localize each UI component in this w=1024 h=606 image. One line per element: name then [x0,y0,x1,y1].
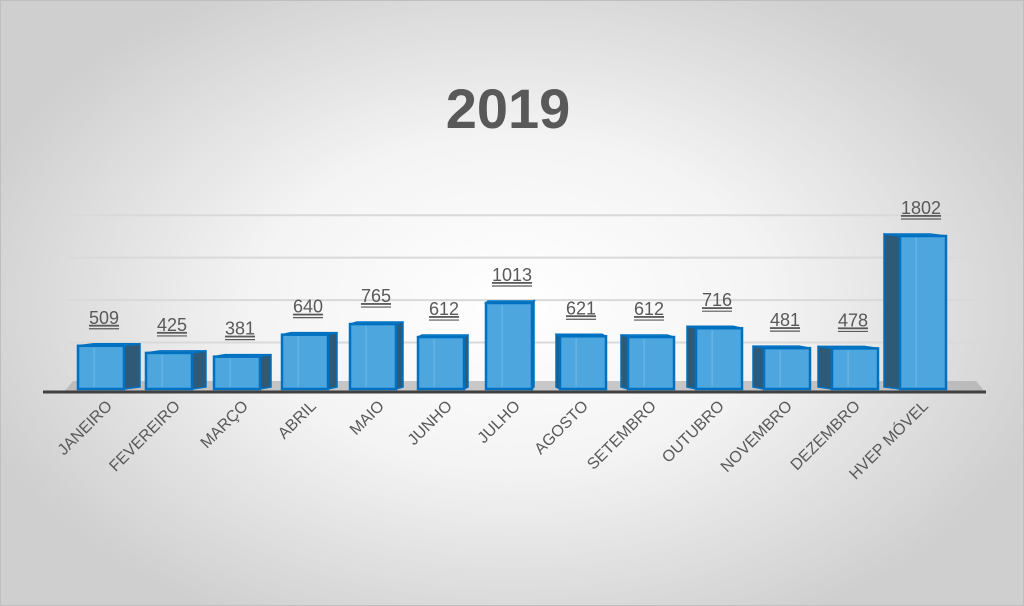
bar-front [348,322,398,391]
bar-side [686,325,697,390]
bar-front [280,333,330,391]
x-tick-label: JULHO [475,398,524,447]
bar-front [212,355,262,391]
bar-front [830,347,880,391]
data-labels: 509 425 381 640 765 612 1013 621 612 716 481 478 180… [88,198,942,341]
data-label: 381 [225,319,255,339]
bar-6 [484,299,536,391]
x-tick-label: NOVEMBRO [718,398,796,476]
data-label: 1802 [901,198,941,218]
x-tick-label: OUTUBRO [659,398,728,467]
bar-11 [817,345,880,391]
bar-0 [76,342,141,391]
bars [76,233,948,391]
bar-4 [348,321,404,391]
bar-9 [686,325,744,391]
bar-2 [212,353,272,391]
bar-side [123,342,141,390]
bar-7 [555,333,608,391]
bar-front [626,335,676,391]
bar-front [416,335,466,391]
x-tick-label: JANEIRO [55,398,116,459]
x-tick-label: FEVEREIRO [106,398,183,475]
data-label: 509 [89,308,119,328]
bar-3 [280,331,338,391]
x-tick-label: MAIO [347,398,388,439]
data-label: 612 [429,299,459,319]
data-label: 481 [770,310,800,330]
x-tick-label: MARÇO [198,398,252,452]
bar-front [558,335,608,391]
bar-side [259,353,272,390]
data-label: 765 [361,286,391,306]
x-tick-label: SETEMBRO [584,398,660,474]
bar-side [327,331,338,390]
bar-8 [620,334,676,391]
x-tick-label: DEZEMBRO [788,398,864,474]
bar-front [694,326,744,391]
chart-title: 2019 [446,77,571,140]
data-label: 478 [838,310,868,330]
bar-12 [883,233,948,391]
bar-side [191,350,207,390]
bar-1 [144,350,207,391]
x-tick-label: ABRIL [275,398,320,443]
bar-side [817,345,833,390]
data-label: 1013 [492,265,532,285]
data-label: 716 [702,290,732,310]
bar-5 [416,333,469,391]
bar-front [484,301,534,391]
data-label: 640 [293,297,323,317]
data-label: 612 [634,299,664,319]
bar-front [898,234,948,391]
bar-side [883,233,901,390]
bar-10 [752,345,812,391]
data-label: 425 [157,315,187,335]
bar-side [752,345,765,390]
bar-front [76,344,126,391]
x-tick-label: JUNHO [405,398,456,449]
x-tick-label: AGOSTO [532,398,592,458]
bar-front [144,351,194,391]
bar-front [762,346,812,391]
data-label: 621 [566,298,596,318]
